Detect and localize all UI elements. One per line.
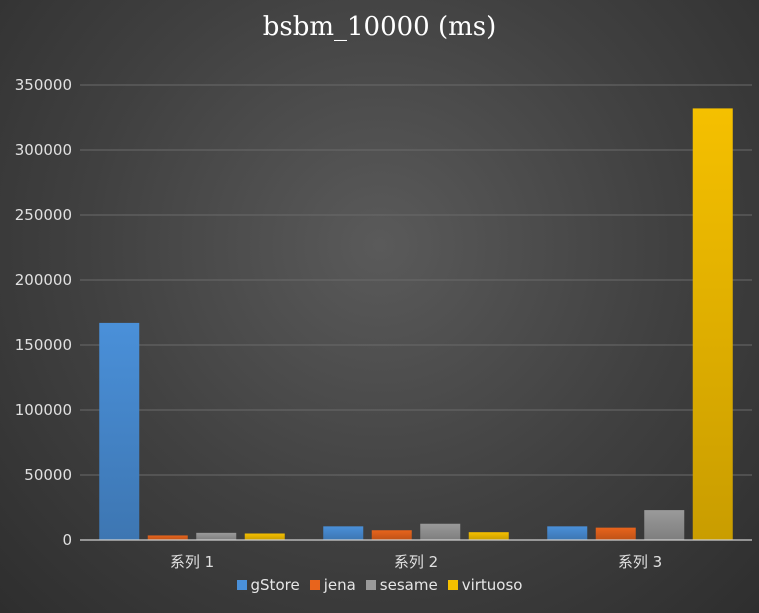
y-tick-label: 350000 <box>15 76 72 94</box>
legend-item-jena: jena <box>309 576 356 594</box>
bar-sesame-2 <box>420 523 461 540</box>
bar-sesame-1 <box>196 532 237 540</box>
bar-gStore-2 <box>323 526 364 540</box>
bar-jena-2 <box>371 530 412 540</box>
legend-item-virtuoso: virtuoso <box>447 576 523 594</box>
legend-swatch <box>236 580 247 590</box>
legend-swatch <box>447 580 458 590</box>
x-tick-label: 系列 1 <box>170 553 214 571</box>
y-tick-label: 0 <box>62 531 72 549</box>
chart-title: bsbm_10000 (ms) <box>262 12 497 42</box>
legend-label: gStore <box>250 576 300 594</box>
legend-item-gStore: gStore <box>236 576 300 594</box>
bar-virtuoso-3 <box>692 108 733 541</box>
bar-jena-3 <box>595 527 636 540</box>
bar-virtuoso-1 <box>244 533 285 540</box>
bar-jena-1 <box>147 535 188 540</box>
legend-swatch <box>309 580 320 590</box>
y-tick-label: 300000 <box>15 141 72 159</box>
bar-gStore-1 <box>99 322 140 540</box>
y-tick-label: 50000 <box>24 466 72 484</box>
y-tick-label: 250000 <box>15 206 72 224</box>
x-tick-label: 系列 3 <box>618 553 662 571</box>
y-tick-label: 100000 <box>15 401 72 419</box>
legend-item-sesame: sesame <box>365 576 438 594</box>
bar-sesame-3 <box>644 510 685 540</box>
legend: gStore jena sesame virtuoso <box>0 576 759 594</box>
x-tick-label: 系列 2 <box>394 553 438 571</box>
legend-label: virtuoso <box>461 576 523 594</box>
legend-label: sesame <box>379 576 438 594</box>
axes: 0 50000 100000 150000 200000 250000 300000 3500… <box>15 76 752 571</box>
bar-virtuoso-2 <box>468 532 509 540</box>
y-tick-label: 200000 <box>15 271 72 289</box>
bar-gStore-3 <box>547 526 588 540</box>
y-tick-label: 150000 <box>15 336 72 354</box>
bars <box>99 108 733 541</box>
legend-swatch <box>365 580 376 590</box>
legend-label: jena <box>323 576 356 594</box>
grid-lines <box>80 84 752 476</box>
